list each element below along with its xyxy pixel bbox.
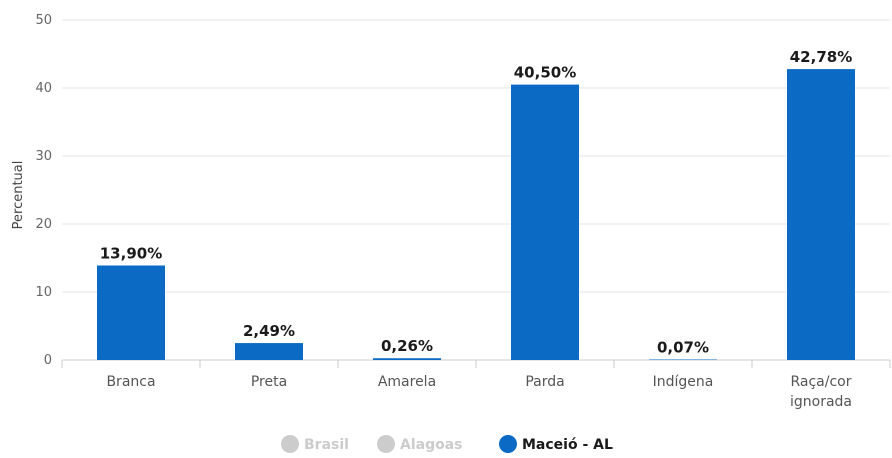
bar-ind-gena[interactable] (649, 359, 717, 361)
legend: Brasil Alagoas Maceió - AL (281, 435, 613, 453)
x-category-label: Raça/cor (790, 374, 851, 390)
y-tick-label: 0 (44, 353, 52, 368)
x-axis (61, 359, 891, 368)
legend-label: Brasil (304, 437, 349, 453)
bar-ra-a-cor-ignorada[interactable] (787, 69, 855, 360)
data-label: 13,90% (100, 244, 162, 262)
y-axis-title: Percentual (11, 161, 26, 230)
legend-item-alagoas[interactable]: Alagoas (377, 435, 463, 453)
y-tick-label: 20 (35, 217, 52, 232)
legend-marker (377, 435, 395, 453)
y-tick-label: 50 (35, 13, 52, 28)
legend-label: Alagoas (400, 437, 463, 453)
category-labels: Branca Preta Amarela Parda Indígena Raça/cor i… (106, 374, 852, 410)
legend-marker (499, 435, 517, 453)
legend-label: Maceió - AL (522, 437, 613, 453)
gridlines (62, 19, 890, 361)
legend-item-brasil[interactable]: Brasil (281, 435, 349, 453)
x-category-label: Branca (106, 374, 155, 390)
data-label: 0,26% (381, 337, 433, 355)
bar-parda[interactable] (511, 84, 579, 360)
bars (97, 69, 855, 360)
data-label: 40,50% (514, 64, 576, 82)
x-category-label: Parda (525, 374, 564, 390)
y-tick-label: 40 (35, 81, 52, 96)
legend-marker (281, 435, 299, 453)
data-label: 0,07% (657, 339, 709, 357)
y-axis-ticks: 0 10 20 30 40 50 (35, 13, 52, 368)
bar-amarela[interactable] (373, 358, 441, 360)
y-tick-label: 10 (35, 285, 52, 300)
data-label: 2,49% (243, 322, 295, 340)
legend-item-macei-al[interactable]: Maceió - AL (499, 435, 613, 453)
data-label: 42,78% (790, 48, 852, 66)
data-labels: 13,90% 2,49% 0,26% 40,50% 0,07% 42,78% (100, 48, 852, 356)
y-tick-label: 30 (35, 149, 52, 164)
bar-preta[interactable] (235, 343, 303, 360)
x-category-label: Preta (251, 374, 287, 390)
bar-branca[interactable] (97, 265, 165, 360)
x-category-label: ignorada (790, 394, 852, 410)
x-category-label: Amarela (378, 374, 436, 390)
x-category-label: Indígena (653, 374, 714, 390)
